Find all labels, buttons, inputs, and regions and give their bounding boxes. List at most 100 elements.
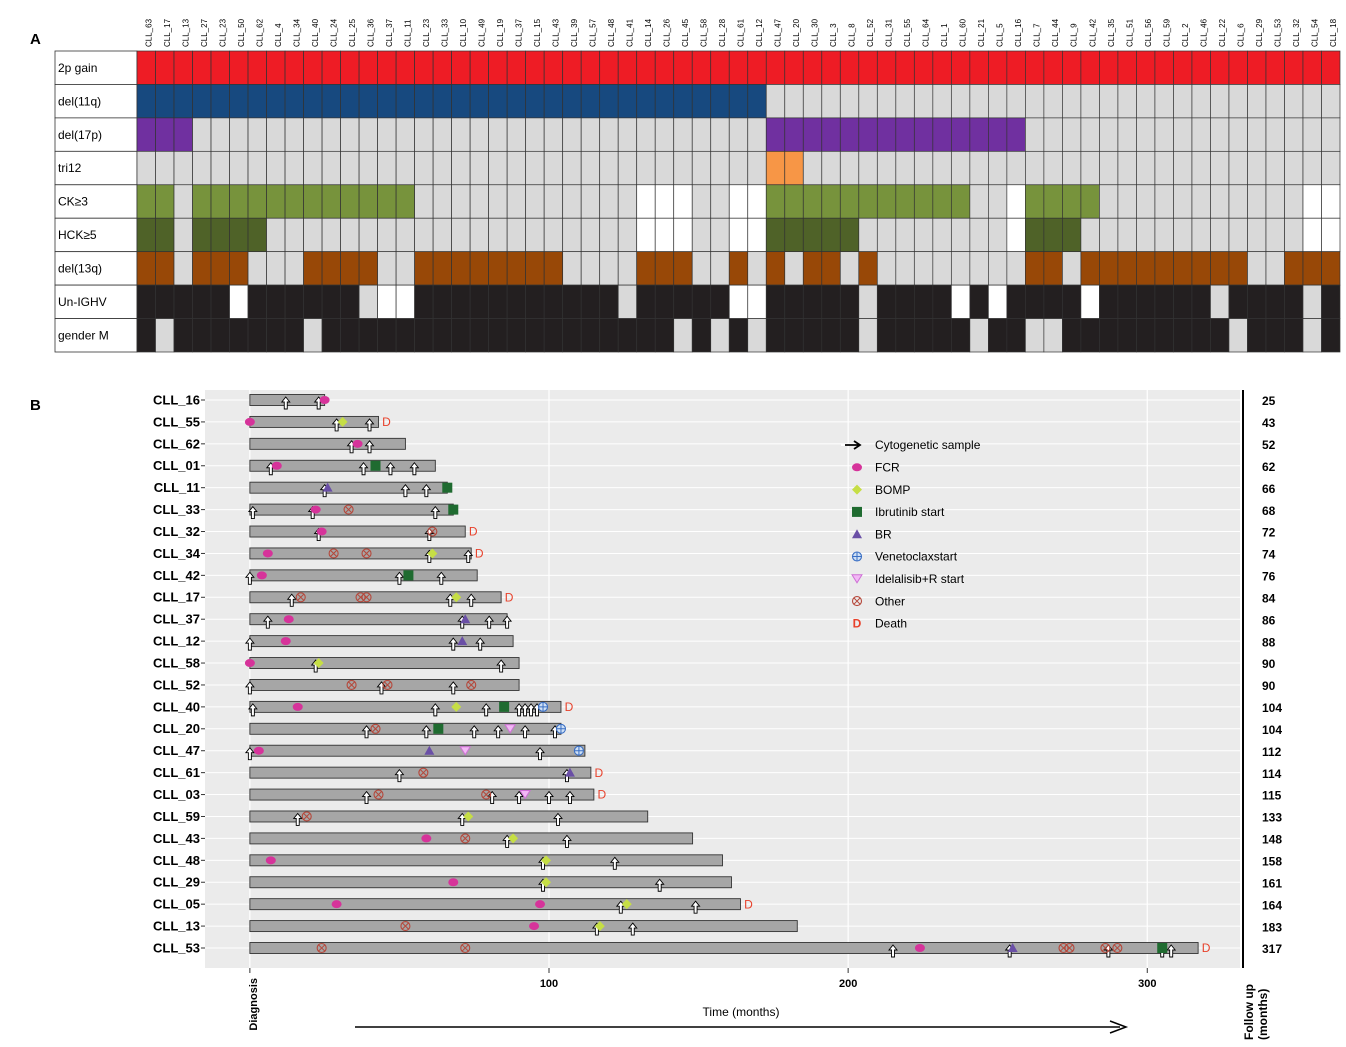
cell bbox=[784, 117, 804, 152]
cell bbox=[950, 217, 971, 253]
cell bbox=[988, 50, 1008, 85]
follow-up-label: 62 bbox=[1262, 460, 1276, 474]
cell bbox=[747, 284, 767, 319]
sample-arrow bbox=[520, 725, 531, 739]
column-label: CLL_37 bbox=[515, 18, 524, 47]
cell bbox=[765, 50, 786, 85]
cell bbox=[1099, 50, 1119, 85]
sample-arrow bbox=[544, 790, 554, 805]
cell bbox=[192, 318, 212, 353]
cell bbox=[1080, 284, 1100, 319]
row-label: CK≥3 bbox=[58, 195, 88, 209]
sample-arrow bbox=[358, 462, 369, 476]
cell bbox=[1302, 184, 1322, 219]
column-label: CLL_33 bbox=[440, 18, 449, 47]
sample-arrow bbox=[484, 615, 495, 629]
column-label: CLL_22 bbox=[1218, 18, 1227, 47]
cell bbox=[340, 217, 360, 253]
cell bbox=[451, 117, 471, 152]
legend: Cytogenetic sample FCR BOMP Ibrutinib start… bbox=[841, 438, 981, 631]
cell bbox=[821, 284, 841, 319]
cell bbox=[654, 318, 675, 353]
cell bbox=[414, 217, 434, 253]
cell bbox=[247, 184, 267, 219]
cell bbox=[728, 318, 749, 353]
cell bbox=[1062, 318, 1082, 353]
sample-arrow bbox=[514, 790, 525, 805]
cell bbox=[395, 284, 415, 319]
cell bbox=[506, 184, 527, 219]
follow-up-bar bbox=[249, 920, 798, 933]
circle-x-ring bbox=[460, 833, 471, 844]
cell bbox=[562, 84, 582, 119]
cell bbox=[1173, 150, 1193, 186]
patient-label: CLL_32 bbox=[153, 524, 200, 539]
circle-x-cross bbox=[303, 812, 311, 821]
marker-7 bbox=[418, 767, 429, 778]
cell bbox=[1025, 318, 1045, 353]
cell bbox=[876, 150, 897, 186]
cell bbox=[229, 50, 249, 85]
cell bbox=[728, 184, 749, 219]
circle-x-cross bbox=[318, 944, 326, 952]
cell bbox=[636, 318, 656, 353]
circle-x-ring bbox=[460, 942, 471, 954]
sample-arrow bbox=[244, 571, 255, 585]
follow-up-label: 164 bbox=[1262, 898, 1282, 912]
cell bbox=[284, 50, 304, 85]
triangle-marker bbox=[852, 529, 862, 539]
cell bbox=[1228, 217, 1248, 253]
cell bbox=[580, 318, 601, 353]
cell bbox=[210, 117, 230, 152]
marker-7 bbox=[400, 921, 411, 932]
row-label-cell bbox=[54, 318, 138, 353]
column-label: CLL_60 bbox=[959, 18, 968, 47]
cell bbox=[1321, 318, 1341, 353]
legend-label: Other bbox=[875, 594, 905, 608]
column-label: CLL_5 bbox=[996, 23, 1005, 47]
fcr-marker bbox=[244, 659, 255, 668]
cell bbox=[321, 251, 341, 286]
cell bbox=[377, 318, 397, 353]
cell bbox=[1210, 184, 1230, 219]
sample-arrow bbox=[286, 593, 297, 607]
cell bbox=[303, 84, 323, 119]
cell bbox=[1025, 251, 1045, 286]
column-label: CLL_6 bbox=[1236, 23, 1245, 47]
cell bbox=[839, 117, 860, 152]
cell bbox=[617, 284, 638, 319]
cell bbox=[155, 284, 175, 319]
follow-up-bar bbox=[249, 942, 1199, 954]
sample-arrow bbox=[562, 834, 572, 848]
cell bbox=[543, 284, 564, 319]
cell bbox=[636, 284, 656, 319]
fcr-marker bbox=[316, 527, 327, 536]
cell bbox=[192, 50, 212, 85]
column-label: CLL_29 bbox=[1255, 18, 1264, 47]
patient-label: CLL_58 bbox=[153, 655, 200, 670]
row-label: HCK≥5 bbox=[58, 228, 97, 242]
cell bbox=[1136, 284, 1156, 319]
follow-up-bar bbox=[249, 876, 732, 889]
cell bbox=[747, 251, 767, 286]
cell bbox=[1006, 284, 1026, 319]
cell bbox=[1006, 217, 1026, 253]
cell bbox=[303, 117, 323, 152]
death-marker: D bbox=[382, 415, 391, 429]
cell bbox=[1210, 251, 1230, 286]
circle-x-cross bbox=[419, 769, 427, 777]
cell bbox=[969, 184, 989, 219]
marker-5 bbox=[555, 723, 567, 734]
cell bbox=[1228, 184, 1248, 219]
cell bbox=[1173, 84, 1193, 119]
cell bbox=[599, 50, 619, 85]
cell bbox=[858, 50, 878, 85]
cell bbox=[1228, 318, 1248, 353]
patient-label: CLL_48 bbox=[153, 853, 200, 868]
cell bbox=[210, 150, 230, 186]
cell bbox=[673, 117, 693, 152]
cell bbox=[802, 50, 823, 85]
circle-x-ring bbox=[373, 789, 384, 800]
marker-7 bbox=[361, 592, 372, 603]
cell bbox=[1302, 84, 1322, 119]
